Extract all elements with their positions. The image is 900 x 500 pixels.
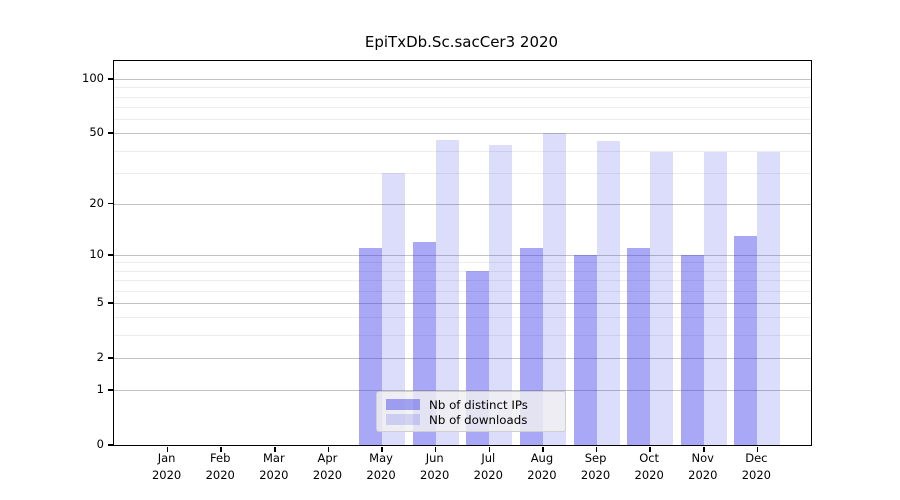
y-tick-label-5: 5 [96, 294, 104, 309]
gridline-minor-60 [114, 119, 811, 120]
x-tick-label-apr-2020: Apr 2020 [312, 451, 343, 482]
gridline-20 [114, 203, 811, 205]
chart-title: EpiTxDb.Sc.sacCer3 2020 [364, 33, 559, 51]
x-tick-label-may-2020: May 2020 [366, 451, 396, 482]
gridline-minor-90 [114, 87, 811, 89]
bar-distinct-ips-oct-2020 [627, 247, 651, 445]
legend-item-downloads: Nb of downloads [386, 412, 557, 427]
gridline-2 [114, 357, 811, 359]
x-tick-label-mar-2020: Mar 2020 [259, 451, 289, 482]
x-tick-label-jan-2020: Jan 2020 [151, 451, 182, 482]
gridline-minor-3 [114, 335, 811, 337]
x-tick-label-jun-2020: Jun 2020 [420, 451, 450, 482]
x-tick-mark-jun-2020 [434, 446, 437, 452]
gridline-minor-6 [114, 290, 811, 292]
y-tick-label-20: 20 [89, 195, 104, 210]
y-tick-label-10: 10 [89, 246, 104, 261]
y-tick-mark-2 [107, 357, 113, 359]
gridline-100 [114, 79, 811, 81]
x-tick-mark-feb-2020 [220, 446, 222, 452]
y-tick-mark-1 [107, 389, 113, 391]
x-tick-mark-sep-2020 [595, 446, 598, 452]
x-tick-mark-nov-2020 [703, 446, 705, 452]
x-tick-label-feb-2020: Feb 2020 [205, 451, 235, 482]
gridline-minor-70 [114, 106, 811, 108]
y-tick-label-0: 0 [96, 437, 104, 451]
bar-distinct-ips-nov-2020 [680, 254, 704, 445]
gridline-minor-40 [114, 150, 811, 152]
x-tick-mark-oct-2020 [649, 446, 651, 452]
plot-area [107, 60, 812, 452]
legend: Nb of distinct IPs Nb of downloads [376, 391, 566, 432]
y-tick-mark-20 [107, 202, 113, 205]
legend-item-distinct-ips: Nb of distinct IPs [386, 397, 557, 412]
bar-distinct-ips-dec-2020 [734, 235, 758, 445]
legend-label-downloads: Nb of downloads [429, 412, 528, 427]
gridline-minor-30 [114, 172, 811, 174]
bar-downloads-jun-2020 [435, 139, 459, 445]
x-tick-label-oct-2020: Oct 2020 [634, 451, 664, 482]
gridline-minor-4 [114, 317, 811, 319]
x-tick-mark-jul-2020 [488, 446, 491, 452]
bar-distinct-ips-sep-2020 [573, 254, 597, 445]
x-tick-mark-dec-2020 [756, 446, 759, 452]
legend-swatch-distinct-ips [386, 399, 420, 410]
gridline-5 [114, 302, 811, 304]
bar-downloads-may-2020 [382, 172, 406, 445]
y-tick-label-2: 2 [96, 349, 104, 364]
y-tick-mark-0 [107, 444, 113, 446]
x-tick-label-dec-2020: Dec 2020 [741, 451, 772, 482]
bar-downloads-dec-2020 [757, 152, 781, 445]
gridline-minor-7 [114, 280, 811, 282]
bar-downloads-nov-2020 [703, 152, 727, 445]
y-tick-label-50: 50 [89, 125, 104, 140]
bar-downloads-jul-2020 [489, 144, 513, 445]
x-tick-label-aug-2020: Aug 2020 [527, 451, 557, 482]
gridline-1 [114, 390, 811, 392]
bar-downloads-aug-2020 [542, 133, 566, 445]
x-tick-mark-jan-2020 [166, 446, 169, 452]
y-tick-label-100: 100 [82, 71, 104, 86]
x-tick-label-sep-2020: Sep 2020 [580, 451, 611, 482]
x-tick-label-nov-2020: Nov 2020 [688, 451, 718, 482]
bar-downloads-oct-2020 [650, 152, 674, 445]
gridline-50 [114, 133, 811, 135]
x-tick-label-jul-2020: Jul 2020 [473, 451, 503, 482]
x-tick-mark-aug-2020 [542, 446, 544, 452]
y-tick-mark-10 [107, 254, 113, 256]
y-tick-mark-50 [107, 132, 113, 134]
x-tick-mark-may-2020 [381, 446, 383, 452]
bar-downloads-sep-2020 [596, 141, 620, 445]
gridline-minor-9 [114, 262, 811, 264]
x-tick-mark-mar-2020 [274, 446, 276, 452]
legend-swatch-downloads [386, 414, 420, 425]
y-tick-label-1: 1 [96, 382, 104, 397]
gridline-minor-80 [114, 96, 811, 98]
y-tick-mark-100 [107, 78, 113, 80]
legend-label-distinct-ips: Nb of distinct IPs [429, 397, 528, 412]
gridline-10 [114, 254, 811, 256]
y-tick-mark-5 [107, 302, 113, 304]
x-tick-mark-apr-2020 [327, 446, 330, 452]
gridline-minor-8 [114, 270, 811, 272]
